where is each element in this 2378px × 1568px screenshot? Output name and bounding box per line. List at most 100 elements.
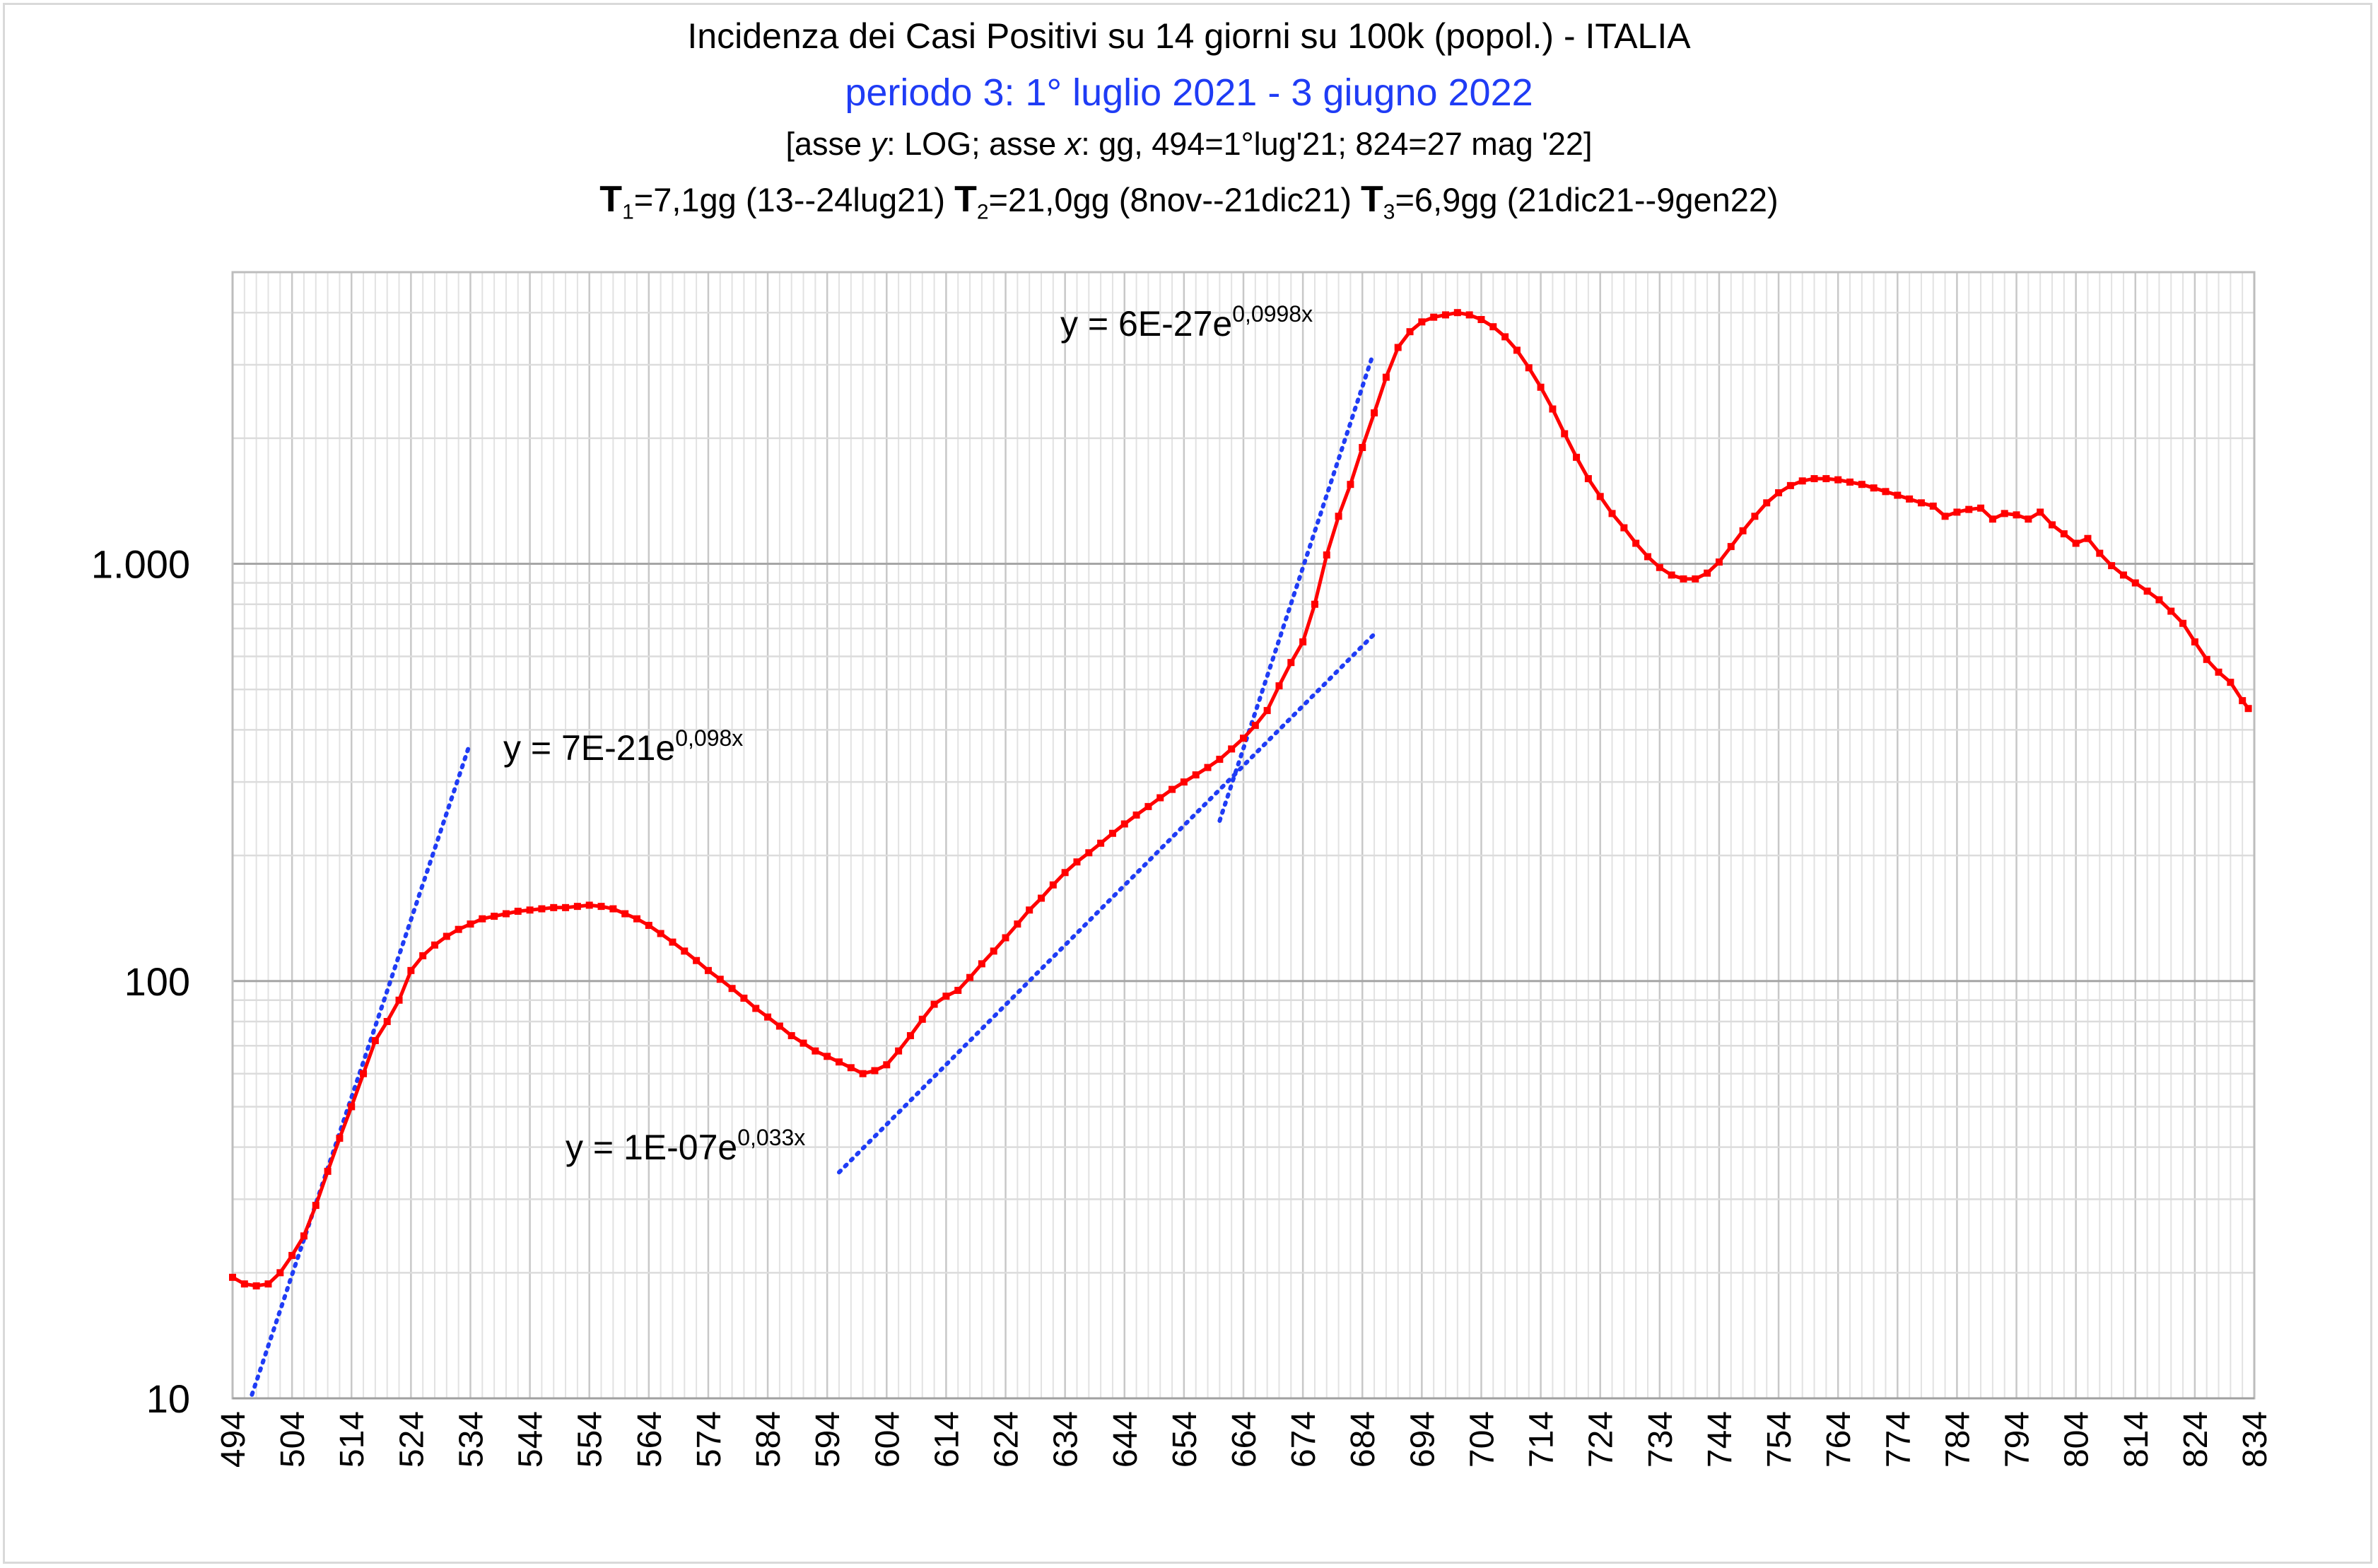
x-tick-label: 654 (1166, 1411, 1204, 1468)
data-point (360, 1070, 368, 1077)
data-point (1192, 771, 1200, 779)
data-point (538, 905, 546, 913)
data-point (2060, 530, 2068, 538)
x-tick-label: 604 (869, 1411, 906, 1468)
x-tick-label: 794 (1999, 1411, 2037, 1468)
doubling-time-2: T2=21,0gg (8nov--21dic21) (954, 179, 1352, 224)
data-point (990, 947, 997, 955)
data-point (740, 994, 748, 1002)
data-point (252, 1282, 260, 1289)
data-point (2025, 515, 2032, 523)
data-point (633, 915, 640, 923)
trend-equation: y = 1E-07e0,033x (566, 1125, 805, 1167)
y-tick-label: 1.000 (91, 542, 190, 587)
data-point (431, 941, 438, 949)
data-point (1656, 563, 1663, 571)
data-point (2167, 607, 2175, 615)
data-point (1692, 575, 1699, 583)
x-tick-label: 614 (928, 1411, 966, 1468)
data-point (1704, 569, 1711, 577)
data-point (1026, 906, 1033, 914)
data-point (371, 1036, 379, 1044)
trend-equation: y = 7E-21e0,098x (503, 725, 743, 768)
data-point (2191, 638, 2198, 645)
data-point (1489, 323, 1497, 331)
data-point (383, 1017, 391, 1025)
x-tick-label: 524 (393, 1411, 430, 1468)
data-point (1263, 707, 1271, 715)
data-point (514, 908, 522, 915)
data-point (491, 913, 498, 920)
data-point (1882, 488, 1890, 496)
data-point (1668, 571, 1675, 579)
grid (231, 271, 2256, 1400)
doubling-time-3: T3=6,9gg (21dic21--9gen22) (1361, 179, 1779, 224)
data-point (2155, 596, 2163, 604)
data-point (1739, 527, 1747, 534)
data-point (2001, 510, 2008, 517)
data-point (1311, 600, 1318, 608)
x-tick-label: 764 (1820, 1411, 1858, 1468)
x-tick-label: 784 (1939, 1411, 1976, 1468)
data-point (657, 930, 664, 937)
data-point (621, 910, 629, 918)
x-tick-label: 754 (1761, 1411, 1798, 1468)
trendline (1217, 357, 1374, 823)
doubling-time-1: T1=7,1gg (13--24lug21) (599, 179, 946, 224)
data-point (502, 910, 510, 918)
x-tick-label: 694 (1404, 1411, 1441, 1468)
data-point (1465, 311, 1473, 319)
data-point (1323, 551, 1330, 559)
data-point (1287, 659, 1295, 667)
data-point (2215, 668, 2222, 676)
data-point (1644, 553, 1651, 561)
data-point (693, 956, 701, 964)
x-tick-label: 714 (1523, 1411, 1561, 1468)
x-tick-label: 744 (1702, 1411, 1739, 1468)
data-point (1251, 722, 1259, 730)
data-point (348, 1103, 356, 1111)
data-point (2013, 511, 2020, 519)
x-tick-label: 624 (988, 1411, 1026, 1468)
data-point (918, 1015, 926, 1023)
data-point (395, 996, 403, 1004)
x-tick-label: 664 (1226, 1411, 1263, 1468)
axis-note-mid: : LOG; asse (886, 126, 1065, 162)
x-tick-label: 514 (334, 1411, 371, 1468)
data-point (1525, 364, 1533, 372)
data-point (1584, 475, 1592, 483)
data-point (1906, 495, 1914, 503)
data-point (1204, 763, 1212, 771)
data-point (1988, 515, 1996, 523)
data-point (2108, 562, 2116, 570)
x-tick-label: 814 (2118, 1411, 2155, 1468)
data-point (1834, 476, 1842, 484)
data-point (407, 966, 415, 974)
data-point (1180, 778, 1188, 786)
data-point (1477, 315, 1485, 323)
data-point (276, 1269, 284, 1277)
data-point (1359, 444, 1366, 452)
data-point (1620, 524, 1628, 532)
data-point (1763, 499, 1771, 507)
axis-note-prefix: [asse (785, 126, 871, 162)
data-point (812, 1047, 819, 1055)
data-point (1786, 481, 1794, 489)
data-point (716, 976, 724, 983)
trend-equations: y = 7E-21e0,098x y = 1E-07e0,033x y = 6E-2… (503, 301, 1313, 1167)
data-point (1822, 475, 1830, 483)
data-point (1501, 333, 1509, 341)
data-point (764, 1013, 772, 1021)
x-tick-label: 724 (1583, 1411, 1620, 1468)
x-tick-label: 774 (1880, 1411, 1917, 1468)
data-point (1929, 502, 1937, 510)
axis-note: [asse y: LOG; asse x: gg, 494=1°lug'21; … (0, 126, 2378, 163)
data-point (752, 1005, 760, 1012)
data-point (1680, 575, 1687, 583)
data-point (597, 903, 605, 911)
x-tick-label: 584 (750, 1411, 787, 1468)
data-point (2096, 549, 2104, 557)
x-tick-label: 574 (691, 1411, 728, 1468)
data-point (300, 1232, 308, 1240)
data-point (562, 903, 570, 911)
